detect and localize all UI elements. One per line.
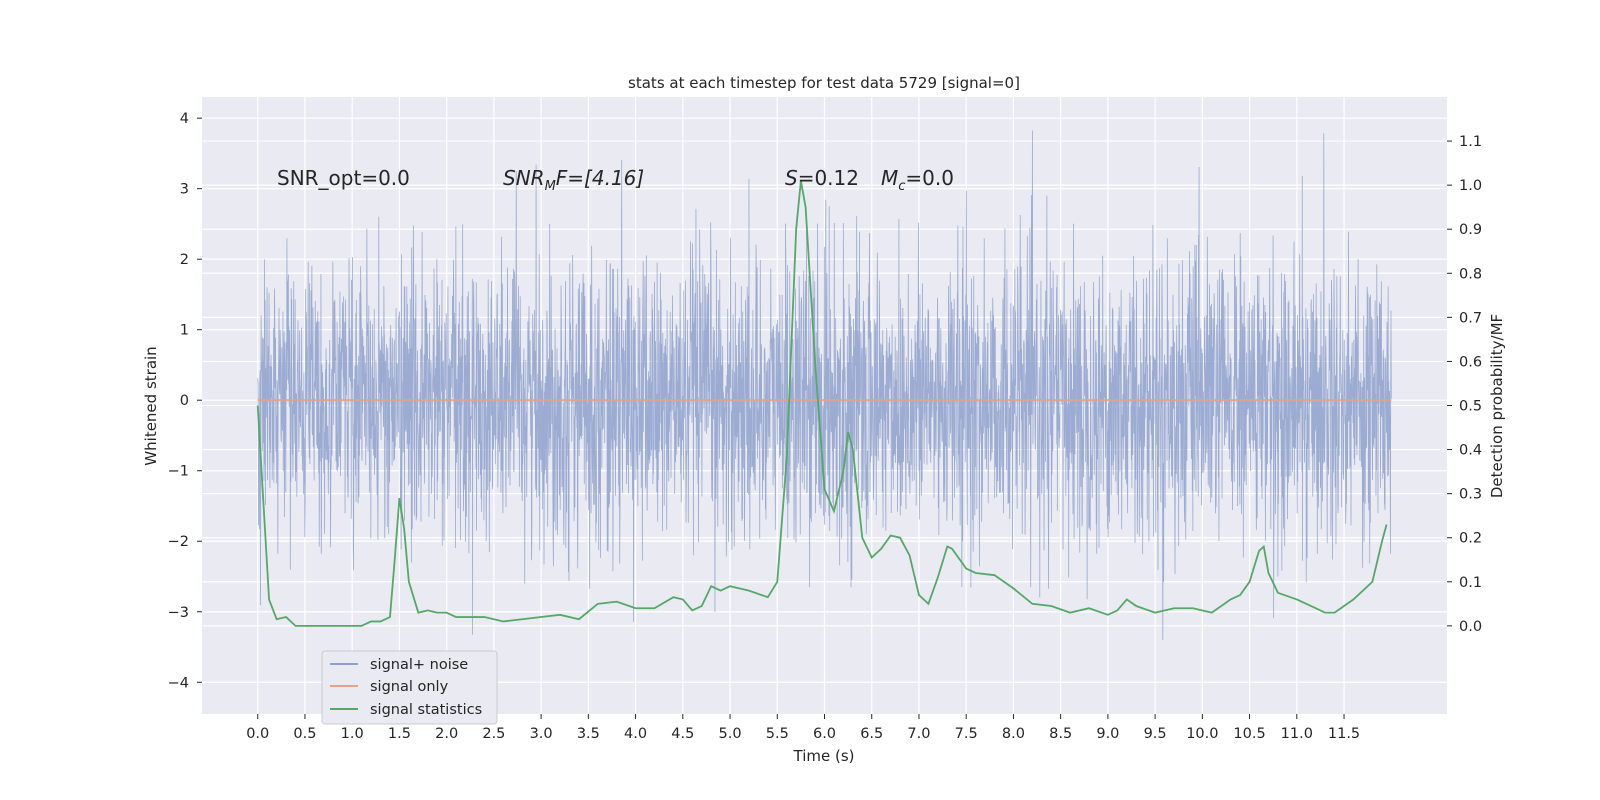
annotation-mc: Mc=0.0 — [881, 166, 954, 194]
y-right-tick-label: 0.0 — [1459, 619, 1482, 635]
y-left-axis-label: Whitened strain — [142, 346, 160, 465]
y-left-tick-label: −3 — [168, 605, 189, 621]
x-tick-label: 9.0 — [1096, 726, 1119, 742]
y-right-tick-label: 0.3 — [1459, 487, 1482, 503]
legend: signal+ noise signal only signal statist… — [321, 650, 498, 725]
annotation-snr-mf: SNRMF=[4.16] — [503, 166, 644, 194]
x-tick-label: 7.0 — [907, 726, 930, 742]
chart-title: stats at each timestep for test data 572… — [628, 74, 1020, 92]
x-tick-label: 3.5 — [577, 726, 600, 742]
y-right-tick-label: 1.0 — [1459, 178, 1482, 194]
snr-mf-tail: F=[4.16] — [556, 166, 644, 190]
y-left-tick-label: 3 — [180, 182, 189, 198]
x-tick-label: 2.5 — [482, 726, 505, 742]
y-right-tick-label: 0.5 — [1459, 399, 1482, 415]
y-left-tick-label: −2 — [168, 534, 189, 550]
y-right-tick-label: 0.6 — [1459, 354, 1482, 370]
y-left-tick-label: −1 — [168, 464, 189, 480]
mc-symbol: M — [881, 166, 898, 190]
y-right-axis-label: Detection probability/MF — [1488, 314, 1506, 498]
mc-sub: c — [898, 179, 905, 194]
x-tick-label: 8.0 — [1002, 726, 1025, 742]
x-tick-label: 6.0 — [813, 726, 836, 742]
y-right-tick-label: 0.7 — [1459, 310, 1482, 326]
y-left-tick-label: 0 — [180, 393, 189, 409]
legend-label-signal-statistics: signal statistics — [370, 702, 482, 718]
y-left-tick-label: 2 — [180, 252, 189, 268]
y-right-tick-label: 0.4 — [1459, 443, 1482, 459]
x-tick-label: 5.0 — [719, 726, 742, 742]
x-tick-label: 8.5 — [1049, 726, 1072, 742]
series-layer — [256, 130, 1392, 640]
x-tick-label: 10.5 — [1233, 726, 1265, 742]
series-signal-noise — [257, 130, 1392, 640]
s-value: =0.12 — [798, 166, 859, 190]
snr-mf-sub: M — [545, 179, 556, 194]
x-tick-label: 0.5 — [293, 726, 316, 742]
x-tick-label: 10.0 — [1186, 726, 1218, 742]
x-axis-ticks: 0.0 0.5 1.0 1.5 2.0 2.5 3.0 3.5 4.0 4.5 5.0 5.5 6.0 6… — [246, 714, 1360, 742]
legend-label-signal-noise: signal+ noise — [370, 657, 468, 673]
series-signal-statistics — [256, 180, 1388, 627]
annotation-snr-opt: SNR_opt=0.0 — [277, 166, 410, 190]
x-tick-label: 1.0 — [341, 726, 364, 742]
y-left-tick-label: −4 — [168, 675, 189, 691]
y-left-tick-label: 1 — [180, 323, 189, 339]
y-right-tick-label: 0.2 — [1459, 531, 1482, 547]
x-tick-label: 11.0 — [1281, 726, 1313, 742]
x-tick-label: 6.5 — [860, 726, 883, 742]
annotations: SNR_opt=0.0 SNRMF=[4.16] S=0.12 Mc=0.0 — [277, 166, 954, 194]
x-tick-label: 9.5 — [1144, 726, 1167, 742]
snr-mf-base: SNR — [503, 166, 545, 190]
x-tick-label: 7.5 — [955, 726, 978, 742]
y-left-axis-ticks: 4 3 2 1 0 −1 −2 −3 −4 — [168, 111, 202, 691]
s-symbol: S — [785, 166, 798, 190]
annotation-s: S=0.12 — [785, 166, 859, 190]
y-right-axis-ticks: 1.1 1.0 0.9 0.8 0.7 0.6 0.5 0.4 0.3 0.2 0.1 0.0 — [1447, 134, 1482, 635]
x-tick-label: 11.5 — [1328, 726, 1360, 742]
x-axis-label: Time (s) — [793, 747, 855, 765]
x-tick-label: 3.0 — [530, 726, 553, 742]
x-tick-label: 1.5 — [388, 726, 411, 742]
y-right-tick-label: 0.8 — [1459, 266, 1482, 282]
x-tick-label: 5.5 — [766, 726, 789, 742]
legend-box — [321, 650, 498, 725]
y-right-tick-label: 0.1 — [1459, 575, 1482, 591]
y-right-tick-label: 1.1 — [1459, 134, 1482, 150]
x-tick-label: 4.5 — [671, 726, 694, 742]
x-tick-label: 0.0 — [246, 726, 269, 742]
x-tick-label: 4.0 — [624, 726, 647, 742]
x-tick-label: 2.0 — [435, 726, 458, 742]
mc-value: =0.0 — [905, 166, 954, 190]
legend-label-signal-only: signal only — [370, 679, 449, 695]
y-left-tick-label: 4 — [180, 111, 189, 127]
y-right-tick-label: 0.9 — [1459, 222, 1482, 238]
